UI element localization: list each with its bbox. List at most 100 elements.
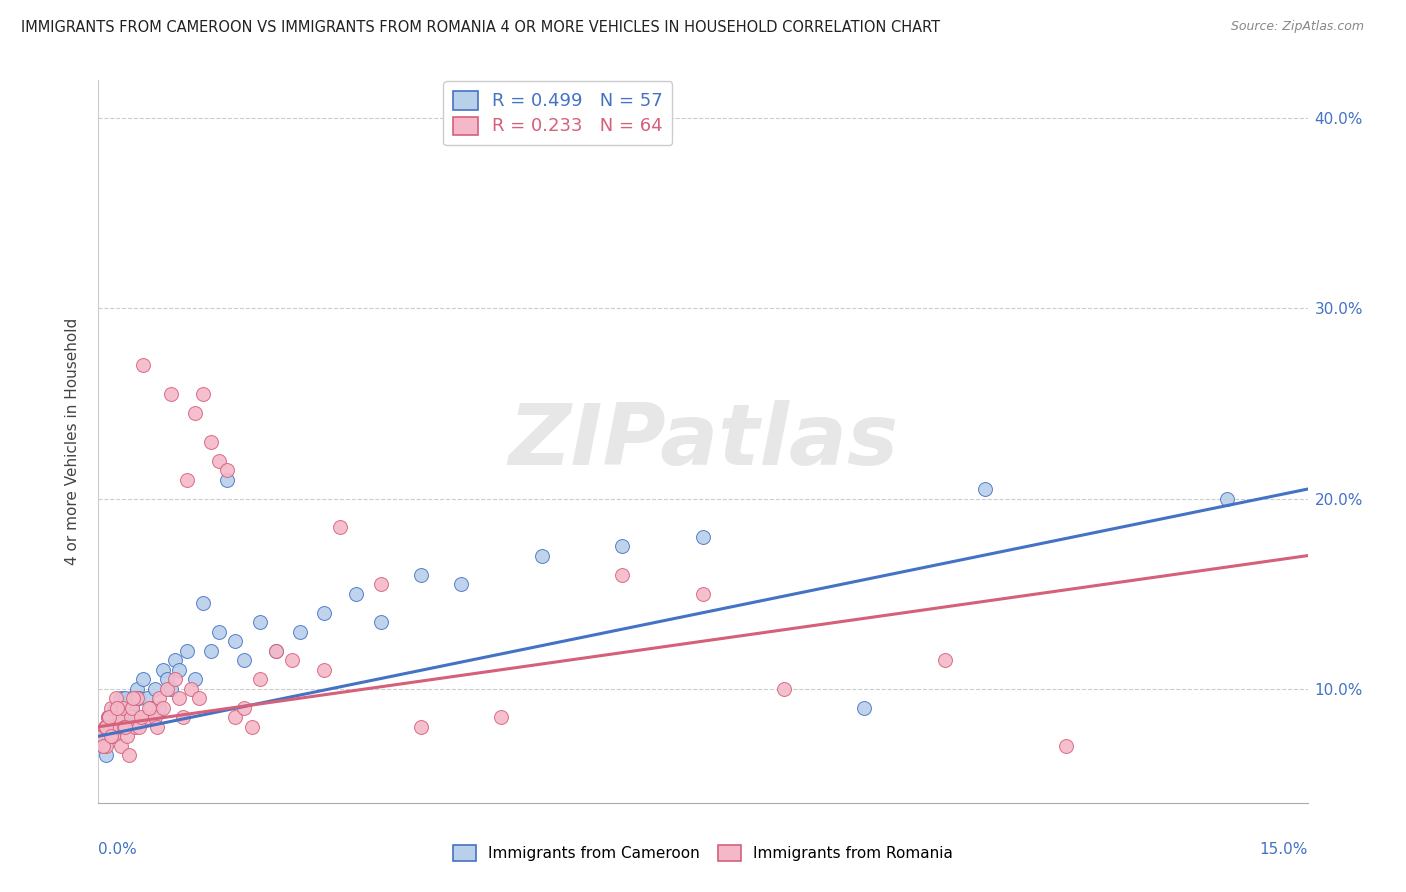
Point — [105, 710, 128, 724]
Point — [107, 710, 129, 724]
Point — [96, 739, 118, 753]
Point — [530, 549, 553, 563]
Point — [120, 710, 142, 724]
Point — [122, 691, 145, 706]
Point — [491, 710, 513, 724]
Point — [232, 700, 254, 714]
Point — [264, 643, 287, 657]
Point — [692, 530, 714, 544]
Point — [110, 691, 132, 706]
Point — [111, 700, 134, 714]
Point — [94, 720, 117, 734]
Point — [128, 720, 150, 734]
Point — [208, 453, 231, 467]
Point — [184, 672, 207, 686]
Point — [176, 473, 198, 487]
Point — [135, 710, 157, 724]
Point — [974, 482, 997, 496]
Point — [94, 720, 117, 734]
Text: 0.0%: 0.0% — [98, 842, 138, 856]
Point — [167, 663, 190, 677]
Point — [105, 710, 128, 724]
Point — [100, 729, 122, 743]
Point — [115, 729, 138, 743]
Point — [167, 691, 190, 706]
Point — [97, 710, 120, 724]
Point — [200, 434, 222, 449]
Point — [232, 653, 254, 667]
Point — [224, 710, 246, 724]
Point — [121, 700, 143, 714]
Point — [314, 663, 336, 677]
Point — [120, 691, 142, 706]
Point — [91, 739, 114, 753]
Text: IMMIGRANTS FROM CAMEROON VS IMMIGRANTS FROM ROMANIA 4 OR MORE VEHICLES IN HOUSEH: IMMIGRANTS FROM CAMEROON VS IMMIGRANTS F… — [21, 20, 941, 35]
Point — [329, 520, 352, 534]
Point — [853, 700, 876, 714]
Point — [772, 681, 794, 696]
Point — [121, 700, 143, 714]
Point — [217, 463, 239, 477]
Point — [188, 691, 211, 706]
Point — [91, 729, 114, 743]
Point — [107, 720, 129, 734]
Point — [139, 700, 162, 714]
Point — [152, 663, 174, 677]
Point — [128, 691, 150, 706]
Point — [152, 700, 174, 714]
Text: 15.0%: 15.0% — [1260, 842, 1308, 856]
Point — [224, 634, 246, 648]
Point — [163, 672, 186, 686]
Text: ZIPatlas: ZIPatlas — [508, 400, 898, 483]
Point — [180, 681, 202, 696]
Point — [111, 700, 134, 714]
Point — [281, 653, 304, 667]
Point — [139, 700, 162, 714]
Point — [112, 720, 135, 734]
Point — [97, 729, 120, 743]
Point — [184, 406, 207, 420]
Point — [370, 577, 392, 591]
Point — [115, 710, 138, 724]
Point — [146, 720, 169, 734]
Point — [91, 729, 114, 743]
Text: Source: ZipAtlas.com: Source: ZipAtlas.com — [1230, 20, 1364, 33]
Point — [143, 710, 166, 724]
Point — [193, 387, 215, 401]
Point — [124, 720, 146, 734]
Point — [288, 624, 311, 639]
Point — [101, 720, 124, 734]
Point — [129, 710, 152, 724]
Point — [160, 681, 183, 696]
Point — [105, 691, 128, 706]
Point — [100, 729, 122, 743]
Point — [370, 615, 392, 630]
Point — [264, 643, 287, 657]
Point — [344, 587, 367, 601]
Point — [114, 720, 136, 734]
Point — [96, 720, 118, 734]
Point — [101, 729, 124, 743]
Point — [135, 691, 157, 706]
Point — [103, 720, 125, 734]
Point — [118, 748, 141, 763]
Point — [100, 700, 122, 714]
Point — [1054, 739, 1077, 753]
Point — [240, 720, 263, 734]
Point — [217, 473, 239, 487]
Point — [110, 739, 132, 753]
Point — [138, 700, 160, 714]
Point — [127, 681, 149, 696]
Point — [934, 653, 956, 667]
Point — [132, 359, 155, 373]
Point — [97, 710, 120, 724]
Point — [612, 567, 634, 582]
Point — [127, 691, 149, 706]
Point — [208, 624, 231, 639]
Point — [143, 681, 166, 696]
Point — [450, 577, 472, 591]
Point — [94, 739, 117, 753]
Point — [1216, 491, 1239, 506]
Point — [176, 643, 198, 657]
Point — [100, 720, 122, 734]
